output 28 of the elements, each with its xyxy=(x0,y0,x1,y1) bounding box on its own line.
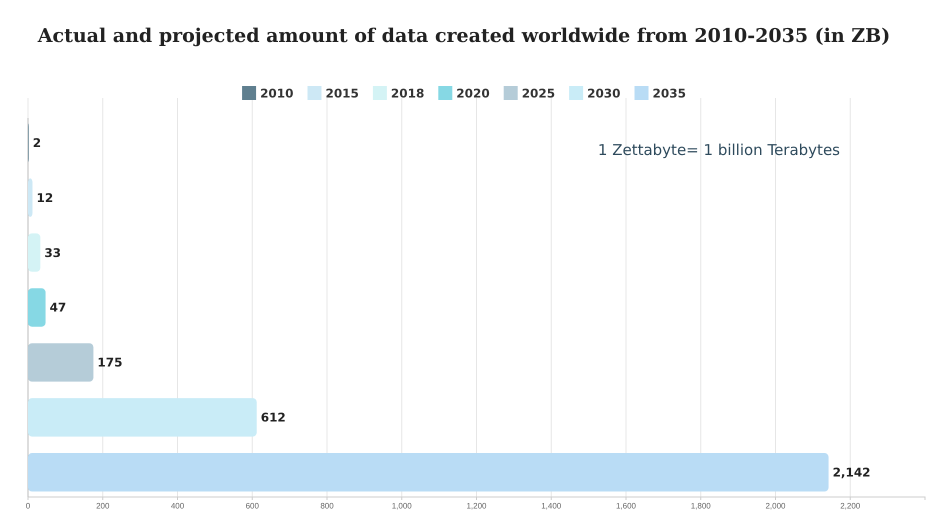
legend-label: 2015 xyxy=(325,86,359,100)
x-tick-label: 1,000 xyxy=(392,502,412,511)
legend-label: 2018 xyxy=(390,86,424,100)
x-tick-label: 400 xyxy=(170,502,185,511)
x-tick-label: 1,200 xyxy=(466,502,488,511)
data-label: 12 xyxy=(36,190,54,205)
x-tick-label: 2,000 xyxy=(765,502,786,511)
data-label: 47 xyxy=(50,300,66,315)
legend-label: 2035 xyxy=(652,86,686,100)
x-tick-label: 1,400 xyxy=(541,502,562,511)
legend-label: 2025 xyxy=(522,86,556,100)
data-label: 33 xyxy=(44,246,62,260)
x-tick-label: 0 xyxy=(26,502,31,511)
x-tick-label: 800 xyxy=(320,502,334,511)
x-tick-label: 2,200 xyxy=(840,502,861,511)
annotation: 1 Zettabyte= 1 billion Terabytes xyxy=(598,141,840,159)
legend-label: 2030 xyxy=(587,86,621,100)
data-label: 175 xyxy=(97,356,122,370)
chart-title: Actual and projected amount of data created worldwide from 2010-2035 (in ZB) xyxy=(36,25,890,47)
legend-label: 2010 xyxy=(260,86,294,100)
legend-label: 2020 xyxy=(456,86,490,100)
x-tick-label: 1,600 xyxy=(616,502,637,511)
x-tick-label: 600 xyxy=(246,502,260,511)
data-label: 2,142 xyxy=(832,465,871,480)
data-label: 2 xyxy=(32,136,42,150)
x-tick-label: 200 xyxy=(96,502,110,511)
data-label: 612 xyxy=(260,410,286,425)
x-tick-label: 1,800 xyxy=(690,502,712,511)
